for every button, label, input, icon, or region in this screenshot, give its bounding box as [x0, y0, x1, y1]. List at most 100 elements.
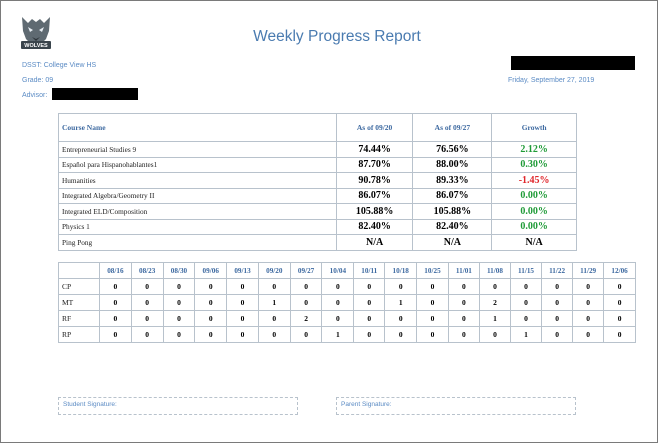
week-header-cell: 10/04	[321, 262, 355, 279]
course-curr-cell: 88.00%	[412, 156, 493, 173]
weekly-table: 08/16 08/23 08/30 09/06 09/13 09/20 09/27 10/04…	[58, 262, 636, 343]
course-growth-cell: 0.00%	[491, 218, 577, 235]
course-prev-cell: N/A	[335, 234, 414, 251]
weekly-value-cell: 0	[257, 310, 291, 327]
weekly-value-cell: 2	[289, 310, 323, 327]
logo-text: WOLVES	[24, 43, 48, 49]
course-name-cell: Physics 1	[58, 218, 337, 235]
weekly-value-cell: 0	[99, 278, 132, 295]
weekly-value-cell: 0	[603, 310, 636, 327]
course-growth-cell: 0.30%	[491, 156, 577, 173]
weekly-value-cell: 0	[194, 310, 228, 327]
course-prev-cell: 87.70%	[335, 156, 414, 173]
weekly-value-cell: 0	[194, 326, 228, 343]
col-growth: Growth	[491, 113, 577, 142]
weekly-value-cell: 0	[99, 294, 132, 311]
week-header-cell: 11/15	[509, 262, 543, 279]
weekly-row: CP 0 0 0 0 0 0 0 0 0 0 0 0 0 0 0 0 0	[58, 278, 636, 295]
weekly-value-cell: 0	[447, 310, 480, 327]
weekly-row: RF 0 0 0 0 0 0 2 0 0 0 0 0 1 0 0 0 0	[58, 310, 636, 327]
week-header-cell: 11/01	[447, 262, 480, 279]
weekly-value-cell: 0	[541, 294, 574, 311]
course-name-cell: Integrated ELD/Composition	[58, 203, 337, 220]
advisor-label: Advisor:	[22, 92, 48, 99]
weekly-value-cell: 0	[194, 294, 228, 311]
week-header-cell: 10/25	[416, 262, 449, 279]
weekly-value-cell: 0	[509, 310, 543, 327]
course-row: Physics 1 82.40% 82.40% 0.00%	[58, 218, 577, 235]
course-row: Entrepreneurial Studies 9 74.44% 76.56% 2.1…	[58, 141, 577, 158]
weekly-row-label: CP	[58, 278, 100, 295]
course-row: Integrated ELD/Composition 105.88% 105.88%…	[58, 203, 577, 220]
report-date: Friday, September 27, 2019	[508, 77, 595, 84]
weekly-value-cell: 0	[162, 294, 196, 311]
course-row: Ping Pong N/A N/A N/A	[58, 234, 577, 251]
weekly-value-cell: 0	[130, 278, 164, 295]
student-signature-box[interactable]: Student Signature:	[58, 397, 298, 415]
course-name-cell: Humanities	[58, 172, 337, 189]
weekly-value-cell: 0	[447, 294, 480, 311]
weekly-header-row: 08/16 08/23 08/30 09/06 09/13 09/20 09/27 10/04…	[58, 262, 636, 279]
weekly-value-cell: 1	[384, 294, 418, 311]
week-header-cell: 11/22	[541, 262, 574, 279]
weekly-value-cell: 0	[99, 326, 132, 343]
student-signature-label: Student Signature:	[63, 401, 117, 408]
courses-header-row: Course Name As of 09/20 As of 09/27 Grow…	[58, 113, 577, 142]
weekly-value-cell: 1	[478, 310, 512, 327]
student-name-redaction	[511, 56, 635, 70]
school-name: DSST: College View HS	[22, 62, 97, 69]
course-name-cell: Integrated Algebra/Geometry II	[58, 187, 337, 204]
weekly-value-cell: 0	[478, 326, 512, 343]
weekly-row: MT 0 0 0 0 0 1 0 0 0 1 0 0 2 0 0 0 0	[58, 294, 636, 311]
course-growth-cell: N/A	[491, 234, 577, 251]
week-header-cell: 09/06	[194, 262, 228, 279]
weekly-value-cell: 0	[509, 278, 543, 295]
weekly-value-cell: 0	[478, 278, 512, 295]
weekly-row-label: RF	[58, 310, 100, 327]
wolves-logo: WOLVES	[21, 17, 51, 49]
weekly-value-cell: 0	[572, 326, 605, 343]
advisor-redaction	[52, 88, 138, 100]
weekly-value-cell: 1	[257, 294, 291, 311]
course-row: Humanities 90.78% 89.33% -1.45%	[58, 172, 577, 189]
course-curr-cell: 105.88%	[412, 203, 493, 220]
weekly-value-cell: 0	[289, 278, 323, 295]
weekly-value-cell: 0	[226, 326, 259, 343]
week-header-cell: 09/13	[226, 262, 259, 279]
course-growth-cell: -1.45%	[491, 172, 577, 189]
report-title: Weekly Progress Report	[253, 28, 421, 45]
week-header-cell: 10/11	[353, 262, 386, 279]
weekly-value-cell: 0	[321, 294, 355, 311]
week-header-cell: 08/30	[162, 262, 196, 279]
course-curr-cell: 82.40%	[412, 218, 493, 235]
weekly-value-cell: 0	[572, 310, 605, 327]
week-header-cell: 09/20	[257, 262, 291, 279]
course-curr-cell: N/A	[412, 234, 493, 251]
weekly-value-cell: 0	[130, 310, 164, 327]
course-prev-cell: 74.44%	[335, 141, 414, 158]
weekly-value-cell: 1	[509, 326, 543, 343]
parent-signature-box[interactable]: Parent Signature:	[336, 397, 576, 415]
weekly-corner-cell	[58, 262, 100, 279]
weekly-value-cell: 0	[194, 278, 228, 295]
weekly-value-cell: 0	[257, 326, 291, 343]
course-curr-cell: 76.56%	[412, 141, 493, 158]
course-prev-cell: 86.07%	[335, 187, 414, 204]
weekly-value-cell: 0	[416, 294, 449, 311]
weekly-value-cell: 0	[353, 278, 386, 295]
weekly-value-cell: 0	[416, 326, 449, 343]
course-curr-cell: 89.33%	[412, 172, 493, 189]
weekly-value-cell: 0	[384, 310, 418, 327]
weekly-value-cell: 0	[99, 310, 132, 327]
weekly-value-cell: 0	[353, 326, 386, 343]
col-as-of-prev: As of 09/20	[335, 113, 414, 142]
weekly-value-cell: 0	[162, 326, 196, 343]
weekly-value-cell: 0	[289, 294, 323, 311]
weekly-row: RP 0 0 0 0 0 0 0 1 0 0 0 0 0 1 0 0 0	[58, 326, 636, 343]
weekly-row-label: MT	[58, 294, 100, 311]
weekly-value-cell: 0	[321, 310, 355, 327]
weekly-value-cell: 0	[541, 310, 574, 327]
col-course-name: Course Name	[58, 113, 337, 142]
week-header-cell: 09/27	[289, 262, 323, 279]
week-header-cell: 08/16	[99, 262, 132, 279]
